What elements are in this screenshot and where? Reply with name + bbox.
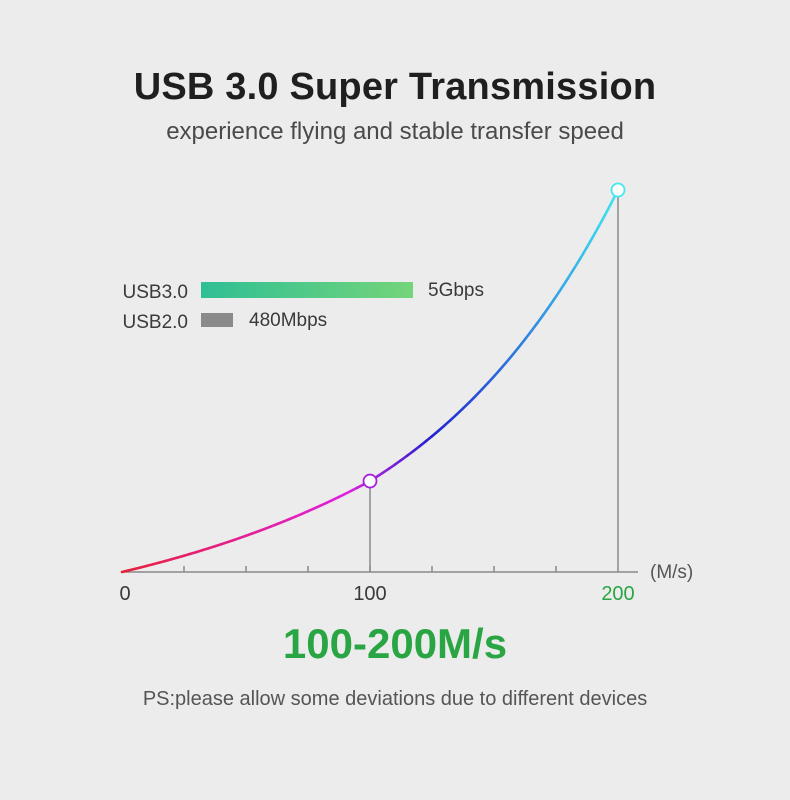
disclaimer-note: PS:please allow some deviations due to d… — [142, 688, 648, 710]
curve-segment — [585, 235, 595, 249]
curve-segment — [523, 329, 533, 341]
curve-segment — [449, 413, 459, 422]
curve-segment — [424, 434, 434, 443]
legend-usb2-bar — [201, 313, 233, 327]
curve-segment — [430, 429, 440, 438]
curve-segment — [598, 212, 607, 227]
legend-usb2-value: 480Mbps — [249, 310, 327, 331]
curve-segment — [455, 407, 465, 416]
curve-segment — [511, 345, 521, 357]
legend-usb3-bar — [201, 282, 413, 298]
curve-segment — [412, 444, 421, 453]
curve-segment — [492, 368, 502, 378]
speed-range-label: 100-200M/s — [282, 620, 508, 667]
x-tick-label-200: 200 — [601, 583, 634, 605]
curve-segment — [480, 381, 490, 392]
x-tick-label-100: 100 — [353, 583, 386, 605]
curve-segment — [418, 439, 428, 448]
curve-segment — [467, 394, 477, 404]
curve-segment — [554, 285, 564, 298]
curve-segment — [560, 276, 570, 289]
curve-segment — [517, 338, 527, 349]
page-title: USB 3.0 Super Transmission — [133, 66, 657, 108]
curve-segment — [536, 313, 545, 325]
curve-segment — [573, 256, 583, 270]
curve-segment — [461, 401, 471, 410]
curve-segment — [486, 375, 496, 385]
page-subtitle: experience flying and stable transfer sp… — [166, 118, 624, 145]
speed-curve — [120, 188, 620, 574]
curve-marker-200 — [610, 182, 626, 198]
curve-segment — [604, 200, 614, 216]
legend-usb3-value: 5Gbps — [428, 280, 484, 301]
curve-markers — [362, 182, 626, 489]
drop-lines — [369, 190, 619, 572]
curve-segment — [579, 245, 589, 259]
curve-segment — [436, 424, 446, 433]
curve-segment — [505, 353, 514, 364]
curve-segment — [474, 388, 483, 398]
curve-segment — [548, 295, 558, 307]
curve-segment — [529, 321, 539, 333]
curve-segment — [498, 360, 508, 371]
legend-usb3-label: USB3.0 — [123, 282, 188, 303]
x-axis-unit-label: (M/s) — [650, 562, 693, 583]
curve-segment — [591, 223, 601, 238]
legend-usb2-label: USB2.0 — [123, 312, 188, 333]
curve-segment — [567, 266, 576, 279]
curve-segment — [443, 418, 452, 427]
curve-segment — [542, 304, 552, 316]
x-tick-label-0: 0 — [119, 583, 130, 605]
curve-marker-100 — [362, 473, 378, 489]
x-tick-labels: 0 100 200 — [119, 583, 634, 605]
